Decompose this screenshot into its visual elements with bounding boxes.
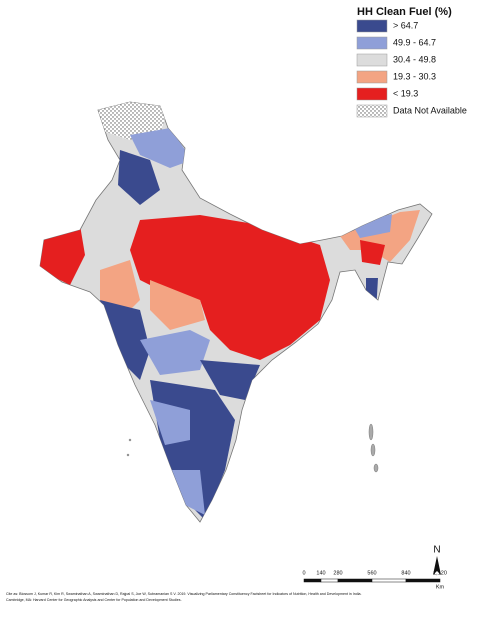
scale-label: 1,120 <box>433 570 447 576</box>
citation-line: Cite as: Blossom J, Kumar R, Kim R, Swam… <box>6 592 362 596</box>
legend-label: < 19.3 <box>393 88 418 98</box>
legend-swatch <box>356 104 388 118</box>
legend-swatch <box>356 53 388 67</box>
scale-label: 140 <box>316 570 325 576</box>
scale-label: 280 <box>333 570 342 576</box>
scale-segment <box>337 578 373 583</box>
legend: HH Clean Fuel (%) > 64.7 49.9 - 64.7 30.4 … <box>356 6 467 118</box>
scale-label: 840 <box>401 570 410 576</box>
legend-swatch <box>356 36 388 50</box>
scale-segment <box>303 578 322 583</box>
scale-label: 0 <box>302 570 305 576</box>
legend-label: 30.4 - 49.8 <box>393 54 436 64</box>
legend-label: 19.3 - 30.3 <box>393 71 436 81</box>
scale-segment <box>371 578 407 583</box>
legend-title: HH Clean Fuel (%) <box>357 6 452 18</box>
scale-segment <box>320 578 339 583</box>
scale-segment <box>405 578 441 583</box>
scale-unit: Km <box>436 584 445 590</box>
scale-bar: 0 140 280 560 840 1,120 Km <box>302 570 446 590</box>
legend-swatch <box>356 87 388 101</box>
citation: Cite as: Blossom J, Kumar R, Kim R, Swam… <box>6 592 362 602</box>
citation-line: Cambridge, MA: Harvard Center for Geogra… <box>6 598 182 602</box>
scale-label: 560 <box>367 570 376 576</box>
country-map <box>39 101 433 523</box>
legend-label: 49.9 - 64.7 <box>393 37 436 47</box>
north-label: N <box>433 545 440 556</box>
legend-swatch <box>356 19 388 33</box>
legend-label: > 64.7 <box>393 20 418 30</box>
north-arrow: N <box>433 545 441 575</box>
legend-label: Data Not Available <box>393 105 467 115</box>
legend-swatch <box>356 70 388 84</box>
